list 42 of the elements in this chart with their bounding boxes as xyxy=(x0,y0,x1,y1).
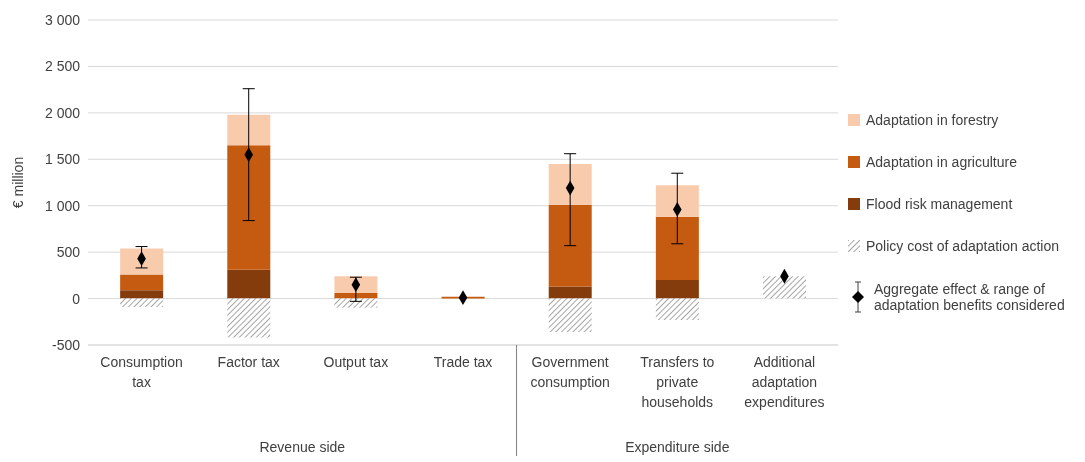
bar xyxy=(120,298,164,307)
bar xyxy=(655,280,699,299)
bar xyxy=(120,248,164,275)
y-tick-label: 2 000 xyxy=(44,104,81,121)
bar xyxy=(548,286,592,299)
bar xyxy=(227,145,271,270)
text: Revenue side xyxy=(259,439,346,455)
y-tick-label: 0 xyxy=(72,290,81,307)
legend-label: Adaptation in agriculture xyxy=(866,154,1017,170)
x-tick-label: Factor tax xyxy=(217,354,280,370)
bar xyxy=(763,276,806,299)
y-tick-label: 1 500 xyxy=(44,151,81,168)
x-tick-label: Output tax xyxy=(323,354,389,370)
bar xyxy=(334,293,378,299)
bar xyxy=(655,298,699,320)
y-axis-title: € million xyxy=(9,156,26,209)
legend-label: Flood risk management xyxy=(866,196,1013,212)
x-tick-label: Transfers to private households xyxy=(640,354,715,410)
bar xyxy=(120,274,164,291)
bar xyxy=(227,269,271,299)
legend-label: Adaptation in forestry xyxy=(866,112,999,128)
y-tick-label: 3 000 xyxy=(44,11,81,28)
bar xyxy=(548,204,592,287)
legend-label: Aggregate effect & range of adaptation benefits considered xyxy=(874,281,1066,313)
x-tick-label: Trade tax xyxy=(433,354,493,370)
bar xyxy=(227,114,271,146)
bar xyxy=(548,163,592,205)
y-tick-label: 2 500 xyxy=(44,58,81,75)
y-tick-label: -500 xyxy=(51,336,81,353)
bar xyxy=(548,298,592,332)
x-tick-label: Additional adaptation expenditures xyxy=(744,354,825,410)
text: Expenditure side xyxy=(625,439,730,455)
legend-label: Policy cost of adaptation action xyxy=(866,238,1060,254)
y-tick-label: 1 000 xyxy=(44,197,81,214)
bar xyxy=(655,216,699,280)
y-tick-label: 500 xyxy=(56,244,81,261)
x-tick-label: Government consumption xyxy=(530,354,610,390)
bar xyxy=(334,298,378,308)
x-tick-label: Consumption tax xyxy=(100,354,183,390)
bar xyxy=(120,290,164,299)
bar xyxy=(655,185,699,217)
bar xyxy=(227,298,271,338)
